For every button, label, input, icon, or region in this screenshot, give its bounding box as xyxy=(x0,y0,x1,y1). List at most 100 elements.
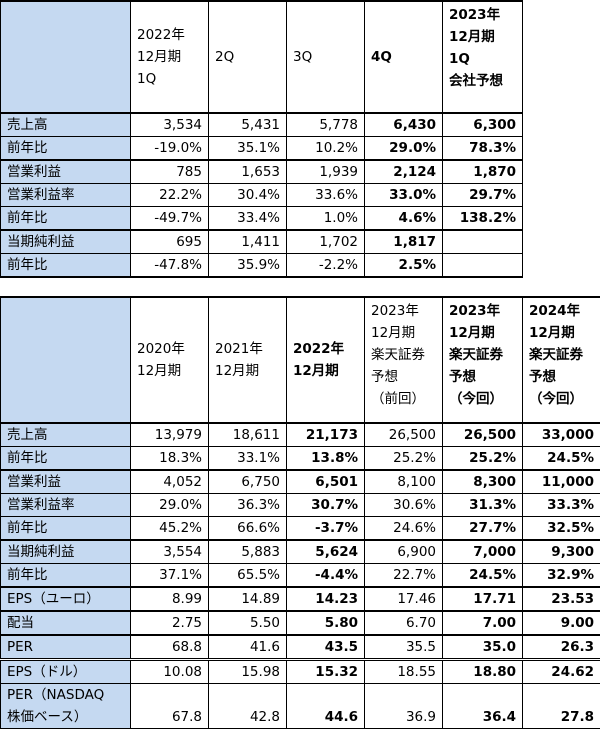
cell: 33.3% xyxy=(522,493,600,517)
cell: 3,534 xyxy=(130,112,209,137)
cell: 24.6% xyxy=(364,516,443,541)
cell: 33.4% xyxy=(208,206,287,231)
row-label: 売上高 xyxy=(0,422,131,447)
cell: 30.6% xyxy=(364,493,443,517)
table2-corner-cell xyxy=(0,296,131,424)
table-row: 売上高 3,534 5,431 5,778 6,430 6,300 xyxy=(0,112,523,137)
cell: 45.2% xyxy=(130,516,209,541)
cell: 26.3 xyxy=(522,634,600,661)
cell: 41.6 xyxy=(208,634,287,661)
table-row: PER（NASDAQ 株価ベース） 67.8 42.8 44.6 36.9 36.4 27.8 xyxy=(0,683,600,729)
table1-header-q3: 3Q xyxy=(286,0,365,114)
cell: 18.55 xyxy=(364,658,443,684)
cell: 36.3% xyxy=(208,493,287,517)
header-line: 楽天証券 xyxy=(371,347,425,363)
header-line: 2024年 xyxy=(529,303,581,319)
cell: 66.6% xyxy=(208,516,287,541)
cell: 13.8% xyxy=(286,446,365,471)
quarterly-results-table: 2022年 12月期 1Q 2Q 3Q 4Q 2023年 12月期 1Q 会社予… xyxy=(0,0,523,278)
cell: 27.7% xyxy=(442,516,523,541)
cell: 1.0% xyxy=(286,206,365,231)
table-row: 当期純利益 3,554 5,883 5,624 6,900 7,000 9,300 xyxy=(0,539,600,564)
cell: 2.5% xyxy=(364,253,443,278)
cell: 6,300 xyxy=(442,112,523,137)
table-row: 前年比 -49.7% 33.4% 1.0% 4.6% 138.2% xyxy=(0,206,523,231)
header-line: 予想 xyxy=(449,369,476,385)
cell: 36.9 xyxy=(364,683,443,729)
cell: 6,501 xyxy=(286,469,365,494)
row-label: 前年比 xyxy=(0,253,131,278)
row-label: 前年比 xyxy=(0,206,131,231)
cell: 1,702 xyxy=(286,229,365,254)
table1-header-q4: 4Q xyxy=(364,0,443,114)
row-label: EPS（ユーロ） xyxy=(0,586,131,612)
cell: 5.80 xyxy=(286,610,365,636)
row-label: 前年比 xyxy=(0,446,131,471)
table2-header-2023-current: 2023年 12月期 楽天証券 予想 （今回） xyxy=(442,296,523,424)
cell: 4,052 xyxy=(130,469,209,494)
cell: 1,939 xyxy=(286,159,365,184)
cell: 44.6 xyxy=(286,683,365,729)
cell: 5.50 xyxy=(208,610,287,636)
row-label: 営業利益 xyxy=(0,469,131,494)
cell: 35.5 xyxy=(364,634,443,661)
cell: 27.8 xyxy=(522,683,600,729)
table-row: EPS（ユーロ） 8.99 14.89 14.23 17.46 17.71 23.53 xyxy=(0,586,600,612)
cell: -49.7% xyxy=(130,206,209,231)
cell: 23.53 xyxy=(522,586,600,612)
header-line: 12月期 xyxy=(137,363,182,379)
header-line: 2021年 xyxy=(215,341,263,357)
cell: 15.32 xyxy=(286,658,365,684)
cell: 21,173 xyxy=(286,422,365,447)
cell: 3,554 xyxy=(130,539,209,564)
cell: 14.89 xyxy=(208,586,287,612)
table-row: PER 68.8 41.6 43.5 35.5 35.0 26.3 xyxy=(0,634,600,661)
header-line: 12月期 xyxy=(215,363,260,379)
header-line: 2022年 xyxy=(137,27,185,43)
table2-body: 売上高 13,979 18,611 21,173 26,500 26,500 33,000 前… xyxy=(0,422,600,729)
row-label: 前年比 xyxy=(0,563,131,588)
cell: 65.5% xyxy=(208,563,287,588)
header-line: 12月期 xyxy=(449,325,495,341)
header-line: （前回） xyxy=(371,391,425,407)
cell: 29.7% xyxy=(442,183,523,207)
annual-results-forecast-table: 2020年 12月期 2021年 12月期 2022年 12月期 2023年 1… xyxy=(0,296,600,729)
table2-header-row: 2020年 12月期 2021年 12月期 2022年 12月期 2023年 1… xyxy=(0,296,600,424)
row-label: 配当 xyxy=(0,610,131,636)
cell: 5,431 xyxy=(208,112,287,137)
cell: 37.1% xyxy=(130,563,209,588)
cell: 33.1% xyxy=(208,446,287,471)
row-label: 営業利益 xyxy=(0,159,131,184)
table-row: 前年比 18.3% 33.1% 13.8% 25.2% 25.2% 24.5% xyxy=(0,446,600,471)
cell: 18.3% xyxy=(130,446,209,471)
cell: 9,300 xyxy=(522,539,600,564)
table-row: 営業利益率 29.0% 36.3% 30.7% 30.6% 31.3% 33.3% xyxy=(0,493,600,517)
header-line: 12月期 xyxy=(137,49,182,65)
cell: 35.0 xyxy=(442,634,523,661)
table-row: 配当 2.75 5.50 5.80 6.70 7.00 9.00 xyxy=(0,610,600,636)
cell: 1,870 xyxy=(442,159,523,184)
header-line: 2020年 xyxy=(137,341,185,357)
cell: 7.00 xyxy=(442,610,523,636)
cell: 1,817 xyxy=(364,229,443,254)
table-row: 前年比 -19.0% 35.1% 10.2% 29.0% 78.3% xyxy=(0,136,523,161)
table2-header-2021: 2021年 12月期 xyxy=(208,296,287,424)
cell: 6.70 xyxy=(364,610,443,636)
table1-body: 売上高 3,534 5,431 5,778 6,430 6,300 前年比 -1… xyxy=(0,112,523,278)
table-row: 前年比 37.1% 65.5% -4.4% 22.7% 24.5% 32.9% xyxy=(0,563,600,588)
table-row: 当期純利益 695 1,411 1,702 1,817 xyxy=(0,229,523,254)
header-line: 会社予想 xyxy=(449,73,503,89)
table1-corner-cell xyxy=(0,0,131,114)
row-label: 売上高 xyxy=(0,112,131,137)
cell: 22.2% xyxy=(130,183,209,207)
table-row: EPS（ドル） 10.08 15.98 15.32 18.55 18.80 24.62 xyxy=(0,658,600,684)
cell: 24.5% xyxy=(522,446,600,471)
table1-header-row: 2022年 12月期 1Q 2Q 3Q 4Q 2023年 12月期 1Q 会社予… xyxy=(0,0,523,114)
header-line: 2022年 xyxy=(293,341,345,357)
table2-header-2023-previous: 2023年 12月期 楽天証券 予想 （前回） xyxy=(364,296,443,424)
cell: 2,124 xyxy=(364,159,443,184)
cell: 22.7% xyxy=(364,563,443,588)
cell: 30.7% xyxy=(286,493,365,517)
cell: 4.6% xyxy=(364,206,443,231)
table-row: 営業利益率 22.2% 30.4% 33.6% 33.0% 29.7% xyxy=(0,183,523,207)
